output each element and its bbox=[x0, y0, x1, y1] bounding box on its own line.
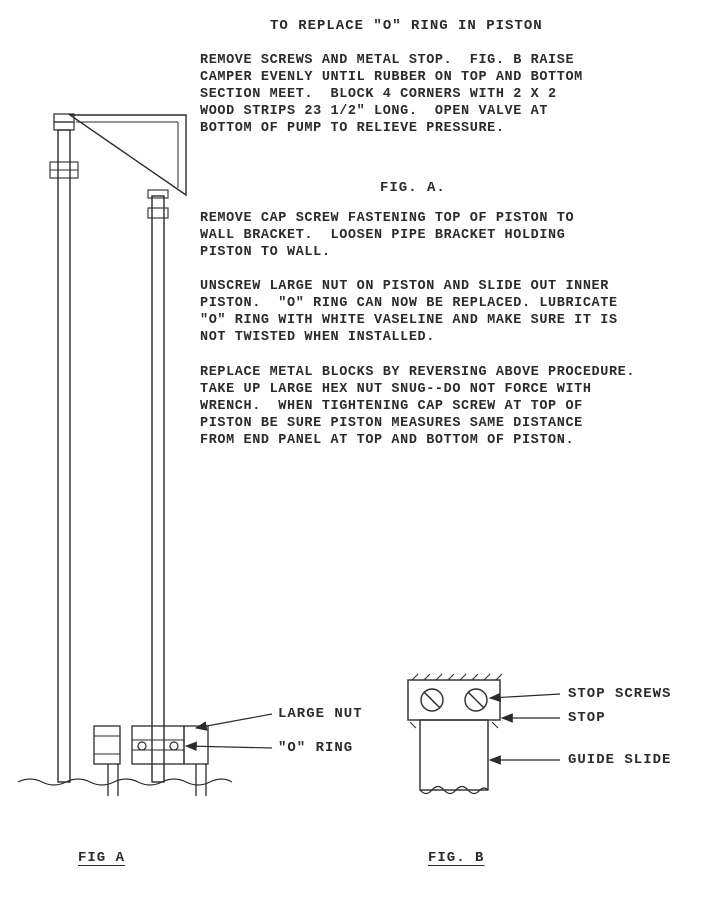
label-stop: STOP bbox=[568, 710, 606, 726]
label-guide-slide: GUIDE SLIDE bbox=[568, 752, 671, 768]
paragraph-3: UNSCREW LARGE NUT ON PISTON AND SLIDE OU… bbox=[200, 278, 670, 346]
document-page: TO REPLACE "O" RING IN PISTON REMOVE SCR… bbox=[0, 0, 701, 900]
paragraph-1: REMOVE SCREWS AND METAL STOP. FIG. B RAI… bbox=[200, 52, 670, 137]
paragraph-4: REPLACE METAL BLOCKS BY REVERSING ABOVE … bbox=[200, 364, 670, 449]
caption-fig-a: FIG A bbox=[78, 850, 125, 866]
paragraph-2: REMOVE CAP SCREW FASTENING TOP OF PISTON… bbox=[200, 210, 670, 261]
label-stop-screws: STOP SCREWS bbox=[568, 686, 671, 702]
label-o-ring: "O" RING bbox=[278, 740, 353, 756]
page-title: TO REPLACE "O" RING IN PISTON bbox=[270, 18, 670, 34]
label-large-nut: LARGE NUT bbox=[278, 706, 363, 722]
fig-a-heading: FIG. A. bbox=[380, 180, 446, 196]
caption-fig-b: FIG. B bbox=[428, 850, 484, 866]
